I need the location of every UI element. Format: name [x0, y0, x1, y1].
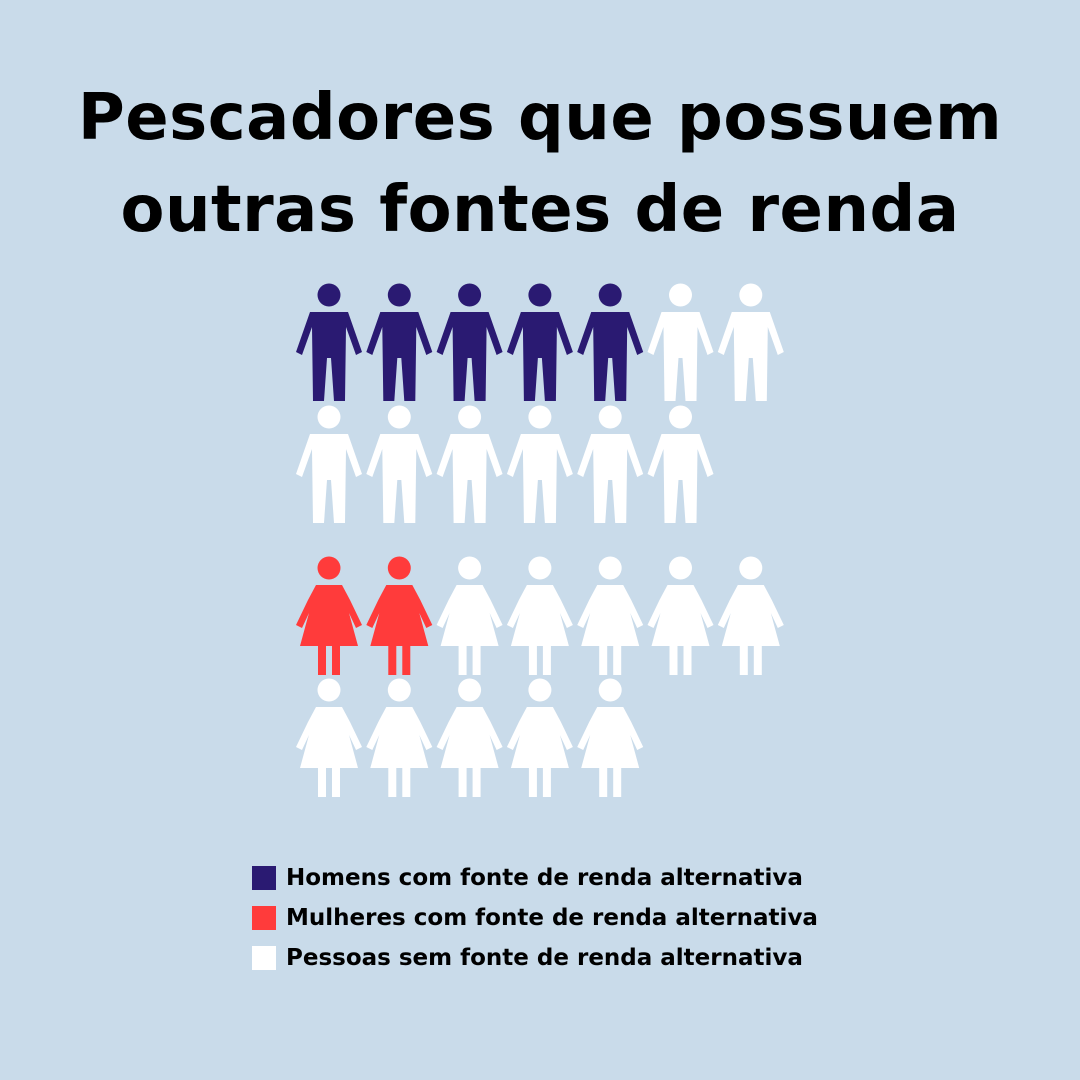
- legend-swatch-women: [252, 906, 276, 930]
- woman-icon: [577, 678, 644, 797]
- legend-item-men: Homens com fonte de renda alternativa: [252, 858, 818, 898]
- woman-icon: [436, 556, 503, 675]
- legend-item-women: Mulheres com fonte de renda alternativa: [252, 898, 818, 938]
- woman-icon: [506, 556, 573, 675]
- page-title: Pescadores que possuem outras fontes de …: [0, 72, 1080, 256]
- legend-item-none: Pessoas sem fonte de renda alternativa: [252, 938, 818, 978]
- woman-icon: [296, 678, 362, 797]
- man-icon: [577, 283, 644, 401]
- woman-icon: [577, 556, 644, 675]
- man-icon: [647, 405, 714, 523]
- man-icon: [436, 283, 503, 401]
- man-icon: [577, 405, 644, 523]
- woman-icon: [647, 556, 714, 675]
- legend-label-women: Mulheres com fonte de renda alternativa: [286, 905, 818, 931]
- woman-icon: [717, 556, 784, 675]
- man-icon: [506, 283, 573, 401]
- legend: Homens com fonte de renda alternativa Mu…: [252, 858, 818, 978]
- title-line-1: Pescadores que possuem: [77, 81, 1003, 155]
- woman-icon: [366, 556, 433, 675]
- woman-icon: [506, 678, 573, 797]
- man-icon: [366, 283, 433, 401]
- man-icon: [296, 283, 362, 401]
- woman-icon: [436, 678, 503, 797]
- man-icon: [436, 405, 503, 523]
- legend-label-men: Homens com fonte de renda alternativa: [286, 865, 803, 891]
- man-icon: [366, 405, 433, 523]
- legend-label-none: Pessoas sem fonte de renda alternativa: [286, 945, 803, 971]
- legend-swatch-none: [252, 946, 276, 970]
- woman-icon: [366, 678, 433, 797]
- man-icon: [506, 405, 573, 523]
- legend-swatch-men: [252, 866, 276, 890]
- man-icon: [717, 283, 784, 401]
- man-icon: [296, 405, 362, 523]
- man-icon: [647, 283, 714, 401]
- woman-icon: [296, 556, 362, 675]
- title-line-2: outras fontes de renda: [120, 173, 960, 247]
